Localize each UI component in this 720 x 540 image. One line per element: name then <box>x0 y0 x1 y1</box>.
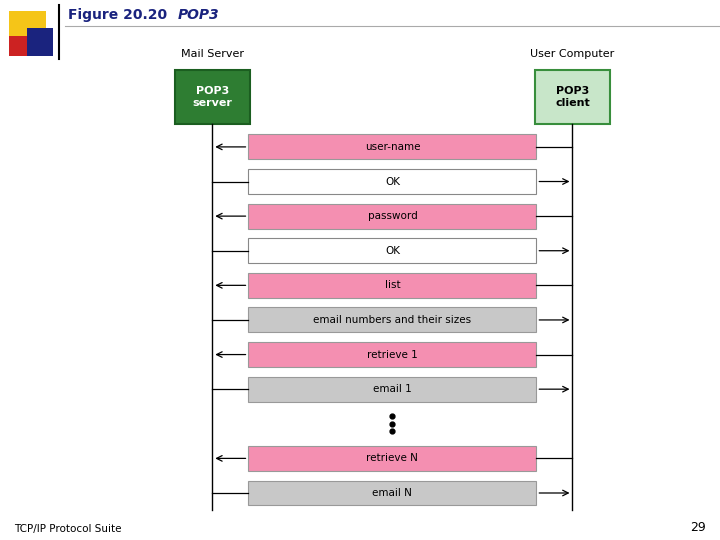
Text: retrieve 1: retrieve 1 <box>367 349 418 360</box>
Text: POP3
client: POP3 client <box>555 86 590 108</box>
Text: email 1: email 1 <box>373 384 412 394</box>
Bar <box>248 342 536 367</box>
Bar <box>248 134 536 159</box>
Bar <box>9 11 46 39</box>
Text: user-name: user-name <box>364 142 420 152</box>
Bar <box>9 36 34 56</box>
Bar <box>534 70 611 124</box>
Text: Mail Server: Mail Server <box>181 49 244 59</box>
Text: email N: email N <box>372 488 413 498</box>
Bar <box>248 169 536 194</box>
Text: Figure 20.20: Figure 20.20 <box>68 8 168 22</box>
Text: list: list <box>384 280 400 291</box>
Text: OK: OK <box>385 246 400 256</box>
Text: retrieve N: retrieve N <box>366 454 418 463</box>
Text: email numbers and their sizes: email numbers and their sizes <box>313 315 472 325</box>
Bar <box>248 238 536 263</box>
Bar <box>248 446 536 471</box>
Text: POP3
server: POP3 server <box>192 86 233 108</box>
Text: TCP/IP Protocol Suite: TCP/IP Protocol Suite <box>14 523 122 534</box>
Text: OK: OK <box>385 177 400 186</box>
Bar <box>248 204 536 228</box>
Bar <box>248 273 536 298</box>
Bar <box>248 377 536 402</box>
Bar <box>174 70 251 124</box>
Text: POP3: POP3 <box>178 8 220 22</box>
Text: 29: 29 <box>690 521 706 534</box>
Text: password: password <box>367 211 418 221</box>
Bar <box>248 307 536 333</box>
Bar <box>27 28 53 56</box>
Bar <box>248 481 536 505</box>
Text: User Computer: User Computer <box>530 49 615 59</box>
